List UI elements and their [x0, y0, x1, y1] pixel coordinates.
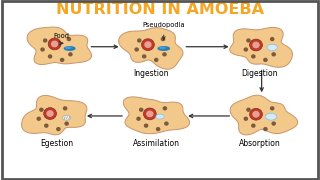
Circle shape: [272, 53, 275, 56]
Circle shape: [247, 39, 250, 42]
Circle shape: [264, 128, 267, 130]
Circle shape: [146, 111, 154, 117]
Circle shape: [137, 117, 140, 120]
Text: Assimilation: Assimilation: [133, 140, 180, 148]
Polygon shape: [27, 27, 92, 64]
Circle shape: [252, 55, 255, 58]
Text: Ingestion: Ingestion: [133, 69, 168, 78]
Ellipse shape: [159, 47, 165, 48]
Circle shape: [138, 39, 141, 42]
Circle shape: [46, 110, 54, 117]
Circle shape: [135, 48, 138, 51]
Circle shape: [250, 108, 262, 120]
Circle shape: [51, 40, 58, 47]
Ellipse shape: [265, 113, 277, 120]
Circle shape: [60, 58, 64, 61]
Circle shape: [44, 108, 56, 119]
Circle shape: [69, 53, 72, 56]
Text: Digestion: Digestion: [242, 69, 278, 78]
Circle shape: [67, 38, 70, 40]
Ellipse shape: [156, 114, 164, 119]
Ellipse shape: [64, 47, 75, 50]
Circle shape: [252, 111, 260, 118]
Circle shape: [250, 39, 262, 51]
Circle shape: [145, 124, 148, 127]
Polygon shape: [230, 95, 298, 135]
Circle shape: [252, 42, 260, 48]
Circle shape: [41, 48, 44, 51]
Circle shape: [49, 55, 52, 58]
Circle shape: [143, 55, 146, 58]
Polygon shape: [119, 28, 183, 69]
Circle shape: [161, 38, 164, 40]
Circle shape: [156, 128, 160, 130]
Circle shape: [57, 128, 60, 130]
Circle shape: [40, 108, 43, 111]
Circle shape: [45, 124, 48, 127]
Circle shape: [143, 108, 156, 120]
Polygon shape: [21, 95, 87, 135]
Ellipse shape: [267, 44, 277, 51]
Ellipse shape: [62, 115, 71, 120]
Circle shape: [163, 53, 166, 56]
Circle shape: [65, 122, 68, 125]
Circle shape: [252, 124, 255, 127]
Circle shape: [144, 41, 152, 48]
Circle shape: [271, 38, 274, 40]
Ellipse shape: [66, 47, 71, 48]
Text: NUTRITION IN AMOEBA: NUTRITION IN AMOEBA: [56, 2, 264, 17]
Text: Absorption: Absorption: [239, 140, 281, 148]
Circle shape: [141, 39, 154, 51]
Ellipse shape: [158, 47, 169, 50]
Circle shape: [37, 117, 40, 120]
Circle shape: [140, 108, 143, 111]
Polygon shape: [123, 97, 190, 134]
Text: Egestion: Egestion: [40, 140, 73, 148]
Circle shape: [163, 107, 166, 110]
Circle shape: [272, 122, 275, 125]
Circle shape: [64, 107, 67, 110]
Text: Food: Food: [53, 33, 69, 39]
Circle shape: [244, 117, 247, 120]
Circle shape: [48, 38, 61, 50]
Circle shape: [247, 108, 250, 111]
Circle shape: [271, 107, 274, 110]
Circle shape: [244, 48, 247, 51]
Circle shape: [155, 58, 158, 61]
Text: Pseudopodia: Pseudopodia: [142, 22, 185, 28]
Circle shape: [264, 58, 267, 61]
Circle shape: [44, 39, 47, 42]
Polygon shape: [230, 27, 292, 67]
Circle shape: [165, 122, 168, 125]
